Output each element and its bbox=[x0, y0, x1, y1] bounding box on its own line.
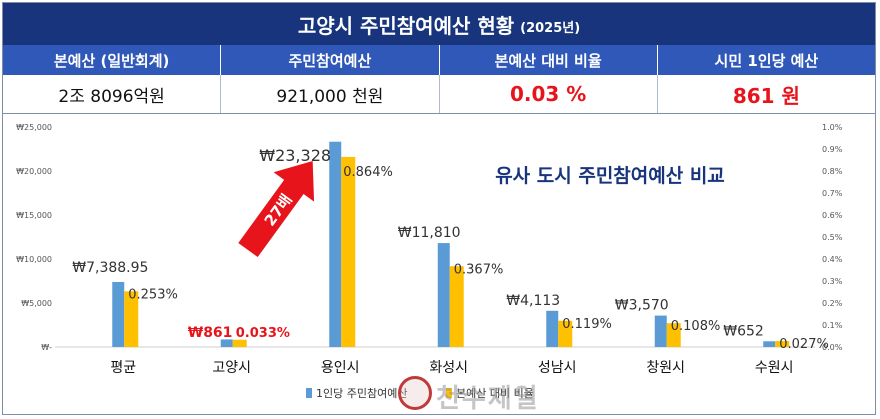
summary-header-per-capita: 시민 1인당 예산 bbox=[714, 51, 819, 70]
data-label-value: ₩4,113 bbox=[506, 293, 560, 309]
y-right-tick-label: 0.3% bbox=[822, 277, 843, 286]
summary-value-main-budget: 2조 8096억원 bbox=[3, 75, 222, 113]
summary-value-row: 2조 8096억원 921,000 천원 0.03 % 861 원 bbox=[3, 75, 875, 114]
category-label: 고양시 bbox=[212, 360, 251, 376]
y-right-tick-label: 0.5% bbox=[822, 233, 843, 242]
watermark-text: 천수제일 bbox=[436, 384, 540, 414]
bar-per-capita bbox=[654, 315, 667, 347]
category-label: 성남시 bbox=[538, 360, 577, 376]
y-left-tick-label: ₩10,000 bbox=[16, 255, 52, 264]
y-right-tick-label: 0.1% bbox=[822, 321, 843, 330]
data-label-ratio: 0.033% bbox=[236, 326, 290, 341]
y-right-tick-label: 0.2% bbox=[822, 299, 843, 308]
data-label-ratio: 0.027% bbox=[779, 337, 829, 352]
y-right-tick-label: 0.0% bbox=[822, 343, 843, 352]
y-left-tick-label: ₩20,000 bbox=[16, 167, 52, 176]
bar-ratio bbox=[449, 266, 464, 347]
y-right-tick-label: 0.6% bbox=[822, 211, 843, 220]
data-label-ratio: 0.253% bbox=[128, 287, 178, 302]
legend-label-per-capita: 1인당 주민참여예산 bbox=[316, 387, 407, 400]
bar-ratio bbox=[666, 323, 681, 347]
bar-per-capita bbox=[220, 339, 233, 347]
y-right-tick-label: 1.0% bbox=[822, 123, 843, 132]
bar-ratio bbox=[232, 339, 247, 347]
category-label: 창원시 bbox=[646, 360, 685, 376]
data-label-ratio: 0.367% bbox=[454, 262, 504, 277]
page-title-year: (2025년) bbox=[520, 20, 581, 36]
growth-arrow-shape bbox=[238, 161, 315, 258]
y-left-tick-label: ₩- bbox=[41, 343, 52, 352]
bar-ratio bbox=[558, 320, 573, 347]
summary-value-participation-budget: 921,000 천원 bbox=[221, 75, 440, 113]
summary-value-per-capita: 861 원 bbox=[732, 83, 800, 108]
data-label-ratio: 0.119% bbox=[562, 317, 612, 332]
y-right-tick-label: 0.4% bbox=[822, 255, 843, 264]
legend-swatch-per-capita bbox=[306, 388, 312, 398]
bar-ratio bbox=[775, 341, 790, 347]
summary-header-ratio: 본예산 대비 비율 bbox=[440, 45, 658, 75]
legend-swatch-ratio bbox=[446, 388, 452, 398]
data-label-value: ₩652 bbox=[723, 323, 764, 339]
title-bar: 고양시 주민참여예산 현황 (2025년) bbox=[3, 3, 875, 45]
category-label: 화성시 bbox=[429, 360, 468, 376]
data-label-value: ₩11,810 bbox=[398, 225, 461, 241]
data-label-value: ₩3,570 bbox=[615, 298, 669, 314]
bar-per-capita bbox=[763, 341, 776, 347]
data-label-value: ₩861 bbox=[188, 325, 233, 341]
summary-header-main-budget: 본예산 (일반회계) bbox=[3, 45, 222, 75]
bar-per-capita bbox=[329, 141, 342, 347]
chart-frame bbox=[2, 2, 876, 415]
data-label-value: ₩7,388.95 bbox=[72, 260, 148, 276]
summary-header-participation-budget: 주민참여예산 bbox=[221, 45, 440, 75]
bar-ratio bbox=[124, 291, 139, 347]
chart-title: 유사 도시 주민참여예산 비교 bbox=[495, 165, 725, 187]
data-label-ratio: 0.864% bbox=[343, 165, 393, 180]
bar-per-capita bbox=[437, 243, 450, 347]
category-label: 수원시 bbox=[755, 360, 794, 376]
summary-table: 본예산 (일반회계) 주민참여예산 본예산 대비 비율 시민 1인당 예산 2조… bbox=[3, 45, 875, 114]
bar-ratio bbox=[341, 156, 356, 347]
legend-label-ratio: 본예산 대비 비율 bbox=[456, 387, 534, 400]
page-title: 고양시 주민참여예산 현황 bbox=[297, 13, 515, 38]
data-label-value: ₩23,328 bbox=[259, 146, 331, 165]
y-left-tick-label: ₩15,000 bbox=[16, 211, 52, 220]
data-label-ratio: 0.108% bbox=[671, 319, 721, 334]
category-label: 평균 bbox=[110, 360, 136, 376]
bar-per-capita bbox=[112, 281, 125, 347]
y-right-tick-label: 0.9% bbox=[822, 145, 843, 154]
y-left-tick-label: ₩25,000 bbox=[16, 123, 52, 132]
y-right-tick-label: 0.7% bbox=[822, 189, 843, 198]
bar-per-capita bbox=[546, 310, 559, 347]
summary-value-ratio: 0.03 % bbox=[440, 75, 658, 113]
y-left-tick-label: ₩5,000 bbox=[21, 299, 52, 308]
summary-header-row: 본예산 (일반회계) 주민참여예산 본예산 대비 비율 시민 1인당 예산 bbox=[3, 45, 875, 75]
watermark-seal-icon bbox=[398, 376, 432, 410]
category-label: 용인시 bbox=[321, 360, 360, 376]
y-right-tick-label: 0.8% bbox=[822, 167, 843, 176]
